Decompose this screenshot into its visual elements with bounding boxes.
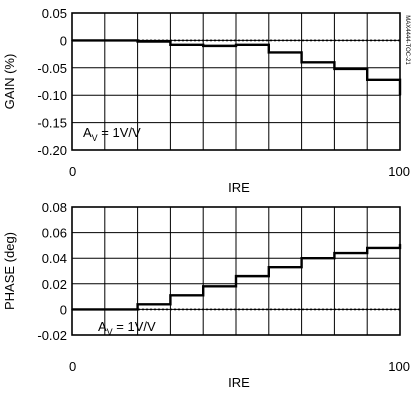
- y-tick-label: 0.08: [42, 200, 67, 215]
- phase-chart: 0.08 0.06 0.04 0.02 0 -0.02 0 100 IRE PHASE (deg)…: [2, 200, 410, 390]
- data-point: [366, 247, 369, 249]
- x-tick-label: 100: [388, 359, 410, 374]
- plot-frame: [71, 206, 401, 336]
- data-point: [366, 79, 369, 81]
- y-tick-label: 0.02: [42, 277, 67, 292]
- annotation-base: A: [98, 319, 107, 334]
- data-point: [235, 43, 237, 46]
- y-tick-label: -0.02: [37, 328, 67, 343]
- data-point: [268, 51, 270, 54]
- data-point: [268, 266, 270, 268]
- x-tick-label: 0: [69, 164, 76, 179]
- data-point: [169, 43, 172, 46]
- data-point: [300, 61, 303, 64]
- y-tick-label: 0: [60, 33, 67, 48]
- data-point: [104, 308, 106, 311]
- annotation-subscript: V: [107, 327, 113, 337]
- annotation-rest: = 1V/V: [113, 319, 156, 334]
- data-point: [333, 252, 336, 254]
- data-point: [104, 39, 106, 42]
- y-tick-label: 0.04: [42, 251, 67, 266]
- y-axis-label: GAIN (%): [2, 54, 17, 110]
- x-tick-label: 100: [388, 164, 410, 179]
- y-tick-label: 0.06: [42, 226, 67, 241]
- y-tick-label: 0: [60, 302, 67, 317]
- data-point: [169, 294, 172, 297]
- data-point: [202, 45, 204, 47]
- series-line: [72, 244, 402, 311]
- data-point: [202, 285, 204, 288]
- data-point: [235, 275, 237, 277]
- data-point: [136, 303, 139, 306]
- annotation-rest: = 1V/V: [98, 125, 141, 140]
- gain-annotation: AV = 1V/V: [83, 125, 141, 143]
- plot-frame: [71, 12, 401, 151]
- y-tick-label: 0.05: [42, 6, 67, 21]
- annotation-base: A: [83, 125, 92, 140]
- y-tick-label: -0.20: [37, 143, 67, 158]
- data-point: [136, 40, 139, 43]
- x-tick-label: 0: [69, 359, 76, 374]
- series-line: [72, 39, 402, 96]
- y-tick-label: -0.05: [37, 61, 67, 76]
- y-tick-label: -0.10: [37, 88, 67, 103]
- y-tick-label: -0.15: [37, 116, 67, 131]
- gain-annotation: AV = 1V/V: [98, 319, 156, 337]
- data-point: [300, 257, 303, 260]
- figure-id-label: MAX4444-TOC-21: [404, 15, 410, 65]
- x-axis-label: IRE: [228, 180, 250, 195]
- y-axis-label: PHASE (deg): [2, 232, 17, 310]
- x-axis-label: IRE: [228, 375, 250, 390]
- annotation-subscript: V: [92, 133, 98, 143]
- data-point: [333, 68, 336, 70]
